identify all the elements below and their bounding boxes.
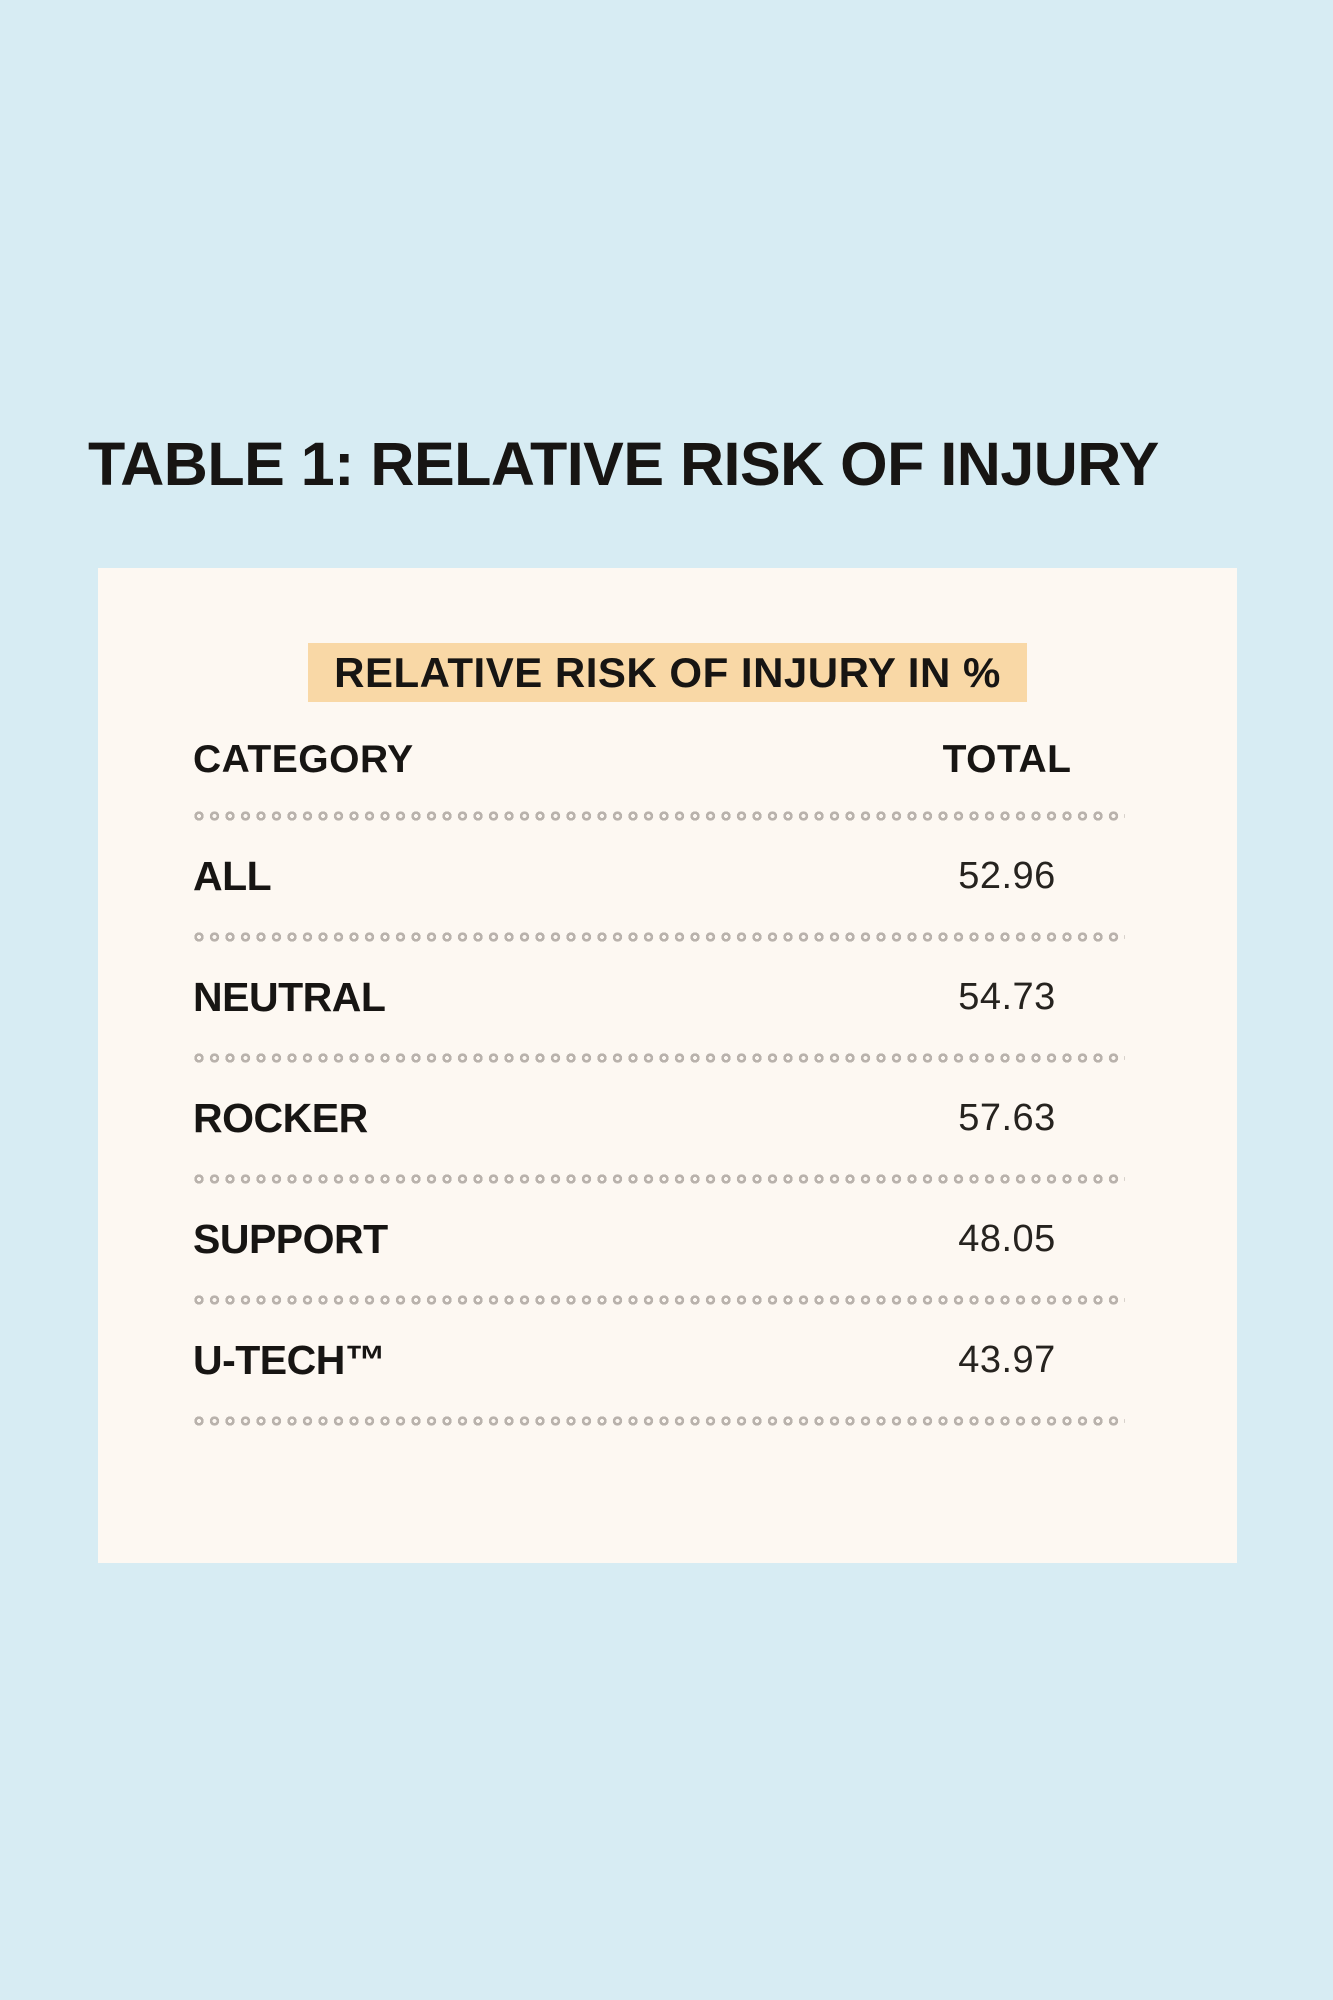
row-category-label: ROCKER <box>193 1095 368 1141</box>
row-category-label: NEUTRAL <box>193 974 386 1020</box>
row-category-label: U-TECH™ <box>193 1337 386 1383</box>
row-category-label: ALL <box>193 853 272 899</box>
table-row: ALL 52.96 <box>193 822 1127 931</box>
row-separator <box>193 1173 1125 1185</box>
row-total-value: 43.97 <box>958 1339 1056 1381</box>
table-row: NEUTRAL 54.73 <box>193 943 1127 1052</box>
table-row: SUPPORT 48.05 <box>193 1185 1127 1294</box>
table-header-highlight: RELATIVE RISK OF INJURY IN % <box>308 643 1027 702</box>
row-total-value: 54.73 <box>958 976 1056 1018</box>
row-total-value: 57.63 <box>958 1097 1056 1139</box>
column-header-category: CATEGORY <box>193 738 414 781</box>
row-separator <box>193 1052 1125 1064</box>
column-header-total: TOTAL <box>942 738 1072 781</box>
row-total-value: 48.05 <box>958 1218 1056 1260</box>
column-header-row: CATEGORY TOTAL <box>193 702 1127 810</box>
page-title: TABLE 1: RELATIVE RISK OF INJURY <box>88 430 1159 498</box>
row-separator <box>193 1294 1125 1306</box>
row-total-value: 52.96 <box>958 855 1056 897</box>
row-separator <box>193 931 1125 943</box>
table-header-row: RELATIVE RISK OF INJURY IN % <box>98 568 1237 702</box>
risk-table-card: RELATIVE RISK OF INJURY IN % CATEGORY TO… <box>98 568 1237 1563</box>
table-row: U-TECH™ 43.97 <box>193 1306 1127 1415</box>
table-row: ROCKER 57.63 <box>193 1064 1127 1173</box>
row-separator <box>193 1415 1125 1427</box>
row-separator <box>193 810 1125 822</box>
row-category-label: SUPPORT <box>193 1216 388 1262</box>
